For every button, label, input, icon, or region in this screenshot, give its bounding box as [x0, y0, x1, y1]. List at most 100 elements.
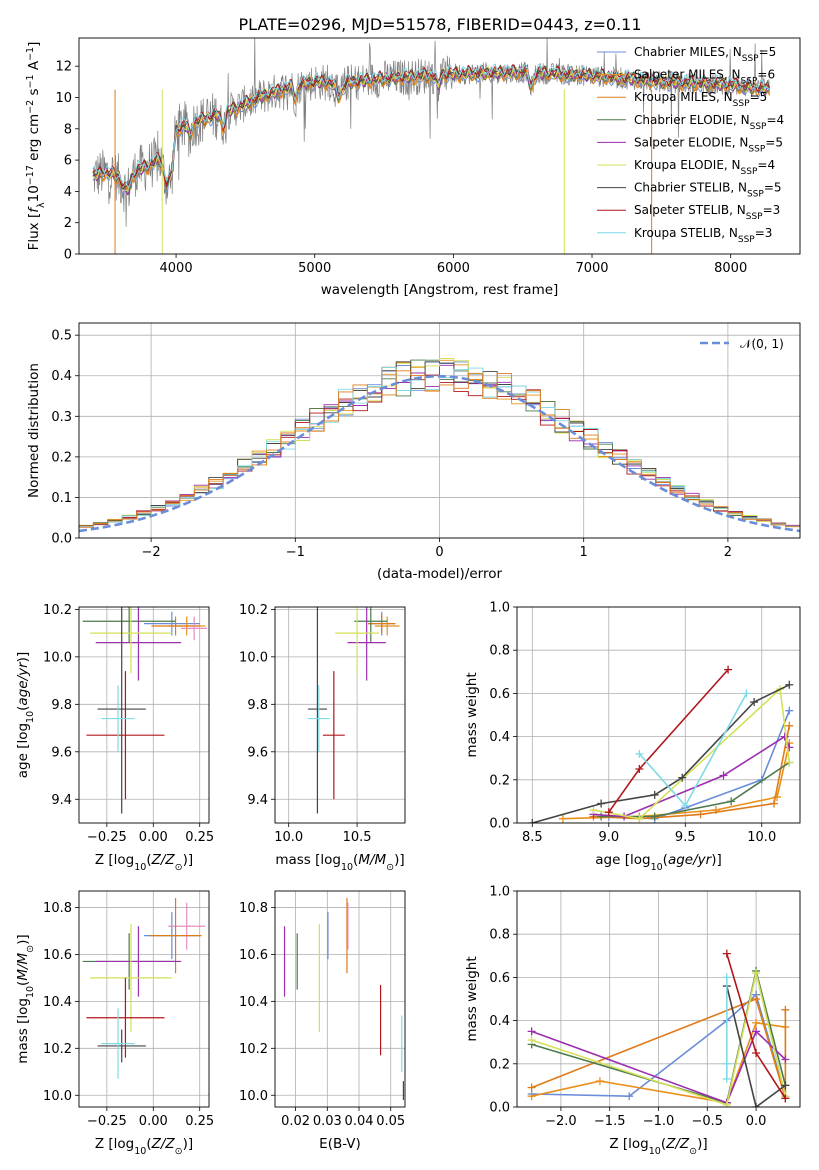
legend-sub: SSP — [747, 190, 764, 200]
weight-marker — [625, 1092, 634, 1101]
x-tick-label: 8.5 — [522, 830, 543, 845]
legend-text: =3 — [755, 226, 773, 240]
x-tick-label: −2.0 — [545, 1114, 577, 1129]
legend-sub: SSP — [746, 212, 763, 222]
weight-marker — [681, 801, 690, 810]
legend-sub: SSP — [748, 144, 765, 154]
errorbar-point — [97, 607, 146, 814]
data-spectrum-line — [92, 38, 770, 227]
weight-marker — [781, 1081, 790, 1090]
axes-frame — [78, 322, 801, 539]
weight-marker — [678, 773, 687, 782]
legend-text: =5 — [759, 45, 777, 59]
y-axis-label: Flux [fλ10−17 erg cm−2 s−1 A−1] — [25, 42, 47, 251]
legend-entry: Salpeter MILES, NSSP=6 — [634, 68, 775, 87]
legend-entry: Salpeter STELIB, NSSP=3 — [634, 203, 780, 222]
weight-marker — [597, 812, 606, 821]
errorbar-point — [90, 923, 172, 1032]
legend-text: Chabrier MILES, N — [634, 45, 742, 59]
weight-marker — [752, 1049, 761, 1057]
label-part: 10 — [341, 862, 353, 873]
legend-sub: SSP — [742, 54, 759, 64]
weight-marker — [635, 765, 644, 773]
errorbar-point — [307, 607, 327, 814]
panel-residuals: −2 −1 0 1 2 0.0 0.1 0.2 0.3 0.4 0.5 𝒩(0, 1) Normed d… — [26, 322, 801, 582]
label-part: Z [log — [95, 852, 134, 868]
label-part: ⊙ — [386, 862, 394, 873]
y-tick-label: 0.0 — [51, 532, 72, 547]
axes-frame — [274, 606, 406, 824]
y-tick-label: 6 — [64, 154, 72, 169]
y-tick-label: 12 — [55, 60, 72, 75]
legend-text: Salpeter ELODIE, N — [634, 135, 748, 149]
weight-marker — [742, 689, 751, 698]
axes-frame — [274, 890, 406, 1108]
label-part: ( — [146, 852, 151, 868]
y-tick-label: 9.4 — [51, 793, 72, 808]
label-part: ⊙ — [175, 862, 183, 873]
x-tick-label: 0.25 — [185, 830, 214, 845]
weight-line — [531, 972, 787, 1106]
label-part: 10 — [134, 862, 146, 873]
y-tick-label: 0.4 — [489, 1014, 510, 1029]
weight-marker — [752, 1027, 761, 1036]
legend-text: Kroupa MILES, N — [634, 90, 733, 104]
y-tick-label: 10.6 — [239, 948, 268, 963]
weight-marker — [722, 1059, 731, 1068]
weight-marker — [722, 973, 731, 982]
y-tick-label: 10.8 — [239, 901, 268, 916]
y-tick-label: 10 — [55, 91, 72, 106]
weight-marker — [724, 665, 733, 674]
label-part: Normed distribution — [26, 363, 42, 498]
errorbar-point — [149, 898, 202, 974]
label-part: ( — [146, 1136, 151, 1152]
errorbar-point — [347, 607, 386, 681]
label-part: )] — [697, 1136, 708, 1152]
weight-marker — [597, 799, 606, 808]
x-axis-label: Z [log10(Z/Z⊙)] — [95, 852, 193, 873]
x-tick-label: −0.5 — [692, 1114, 724, 1129]
panel-mass_vs_ebv: 0.02 0.03 0.04 0.05 10.0 10.2 10.4 10.6 10.8 E(B-… — [239, 890, 406, 1152]
label-part: ( — [663, 852, 668, 868]
legend-text: Chabrier ELODIE, N — [634, 113, 750, 127]
legend-sub: SSP — [741, 77, 758, 87]
weight-marker — [527, 1036, 536, 1045]
x-tick-label: −0.25 — [87, 1114, 127, 1129]
legend-sub: SSP — [733, 99, 750, 109]
x-tick-label: −2 — [142, 545, 161, 560]
label-part: M/M — [358, 852, 386, 868]
y-tick-label: 9.8 — [247, 698, 268, 713]
plot-area-age_vs_Z — [82, 607, 208, 814]
plot-area-mass_vs_Z — [82, 898, 206, 1079]
label-part: )] — [711, 852, 722, 868]
x-tick-label: 10.0 — [274, 830, 303, 845]
label-part: −17 — [25, 165, 36, 185]
y-tick-label: 4 — [64, 185, 72, 200]
weight-marker — [719, 771, 728, 780]
weight-marker — [752, 969, 761, 978]
x-axis-label: (data-model)/error — [377, 566, 503, 582]
weight-line — [601, 761, 790, 818]
label-part: mass [log — [15, 998, 31, 1064]
y-tick-label: 10.4 — [43, 995, 72, 1010]
y-tick-label: 0.2 — [489, 1057, 510, 1072]
label-part: M/M — [15, 952, 31, 980]
weight-marker — [727, 797, 736, 806]
y-tick-label: 10.4 — [239, 995, 268, 1010]
y-tick-label: 0.2 — [489, 773, 510, 788]
weight-marker — [785, 680, 794, 689]
axes-frame — [78, 606, 210, 824]
plot-area-spectrum — [92, 38, 770, 254]
y-tick-label: 9.6 — [247, 745, 268, 760]
errorbar-point — [95, 607, 182, 681]
legend-text: =4 — [757, 158, 775, 172]
weight-marker — [527, 1083, 536, 1092]
weight-marker — [722, 949, 731, 958]
x-tick-label: 1 — [580, 545, 588, 560]
errorbar-point — [86, 671, 165, 800]
weight-marker — [722, 1074, 731, 1083]
x-tick-label: −1.0 — [643, 1114, 675, 1129]
legend-sub: SSP — [741, 167, 758, 177]
